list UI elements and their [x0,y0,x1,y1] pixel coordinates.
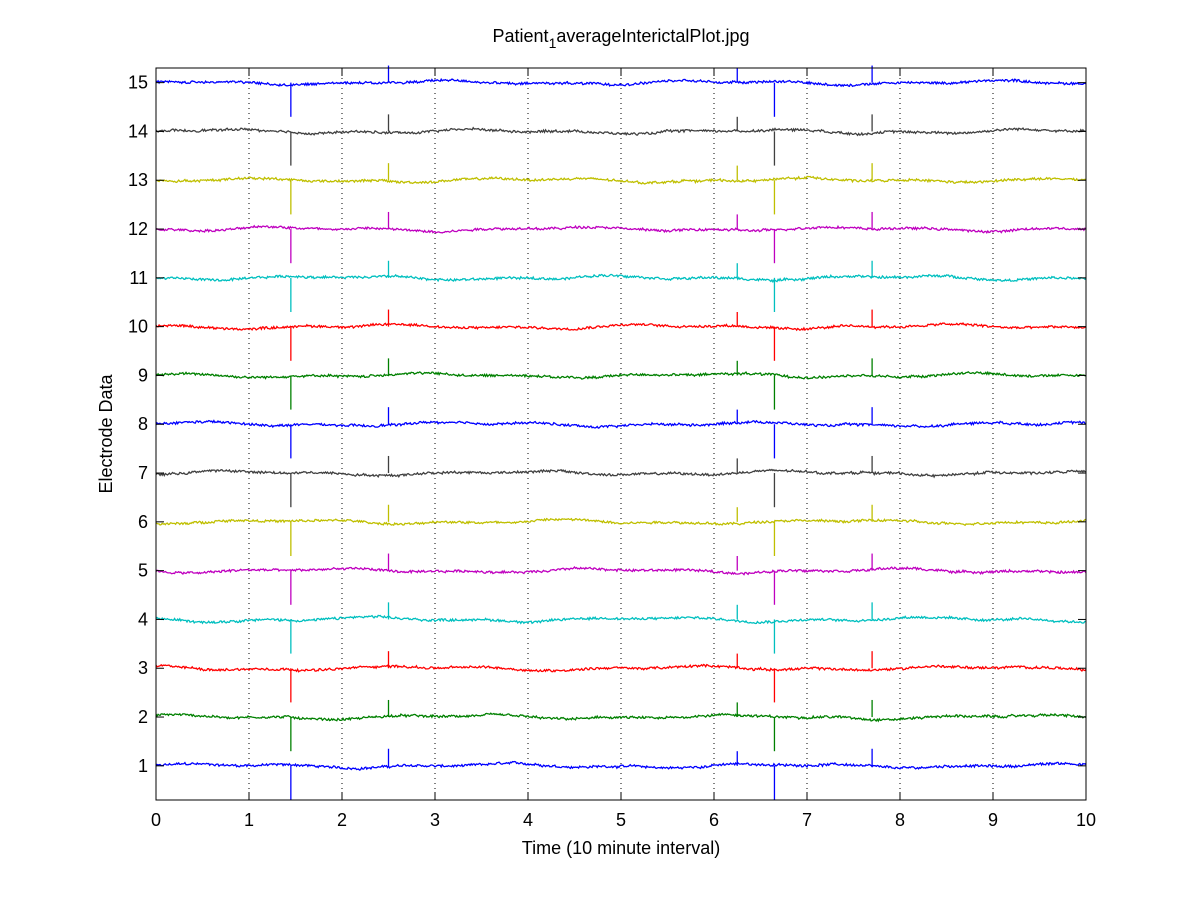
series-14 [155,114,1087,166]
series-6 [155,504,1087,556]
signal-trace [155,565,1087,576]
y-tick-label: 5 [138,561,148,581]
signal-trace [155,468,1087,479]
signal-trace [155,224,1087,235]
signal-trace [155,175,1087,185]
series-9 [155,358,1087,410]
signal-trace [155,370,1087,380]
y-tick-label: 11 [129,268,148,288]
series-2 [155,699,1087,752]
series-8 [155,407,1087,459]
series-12 [155,211,1087,264]
series-11 [155,260,1087,312]
series-10 [155,309,1087,361]
x-tick-label: 0 [151,810,161,830]
y-axis-label: Electrode Data [96,373,116,493]
y-tick-label: 2 [138,707,148,727]
x-tick-label: 4 [523,810,533,830]
y-tick-label: 9 [138,365,148,385]
series-1 [155,748,1087,800]
y-tick-label: 13 [128,170,148,190]
y-tick-label: 10 [128,317,148,337]
series-13 [155,163,1087,215]
y-tick-label: 14 [128,121,148,141]
x-tick-label: 9 [988,810,998,830]
y-tick-label: 3 [138,658,148,678]
x-tick-label: 8 [895,810,905,830]
grid-lines [248,68,994,800]
chart-title-prefix: Patient [493,26,549,46]
y-tick-label: 8 [138,414,148,434]
chart-title-suffix: averageInterictalPlot.jpg [556,26,749,46]
series-7 [155,455,1087,508]
series-15 [155,65,1087,117]
signal-trace [155,273,1087,284]
signal-trace [155,712,1087,723]
y-tick-label: 1 [138,756,148,776]
signal-trace [155,322,1087,332]
x-axis-label: Time (10 minute interval) [522,838,720,858]
series-layer [155,65,1087,800]
x-tick-label: 10 [1076,810,1096,830]
y-tick-label: 12 [128,219,148,239]
x-tick-label: 6 [709,810,719,830]
signal-trace [155,760,1087,771]
y-tick-label: 4 [138,609,148,629]
y-tick-label: 7 [138,463,148,483]
signal-trace [155,663,1087,673]
series-5 [155,553,1087,605]
chart-title-subscript: 1 [549,35,557,51]
series-3 [155,651,1087,703]
chart-title: Patient1averageInterictalPlot.jpg [493,26,750,51]
signal-trace [155,126,1087,137]
x-tick-label: 7 [802,810,812,830]
x-tick-label: 5 [616,810,626,830]
y-tick-label: 6 [138,512,148,532]
x-tick-label: 3 [430,810,440,830]
x-tick-label: 2 [337,810,347,830]
x-tick-label: 1 [244,810,254,830]
signal-trace [155,419,1087,429]
series-4 [155,602,1087,654]
signal-trace [155,517,1087,527]
y-tick-label: 15 [128,73,148,93]
signal-trace [155,77,1087,88]
signal-trace [155,614,1087,625]
